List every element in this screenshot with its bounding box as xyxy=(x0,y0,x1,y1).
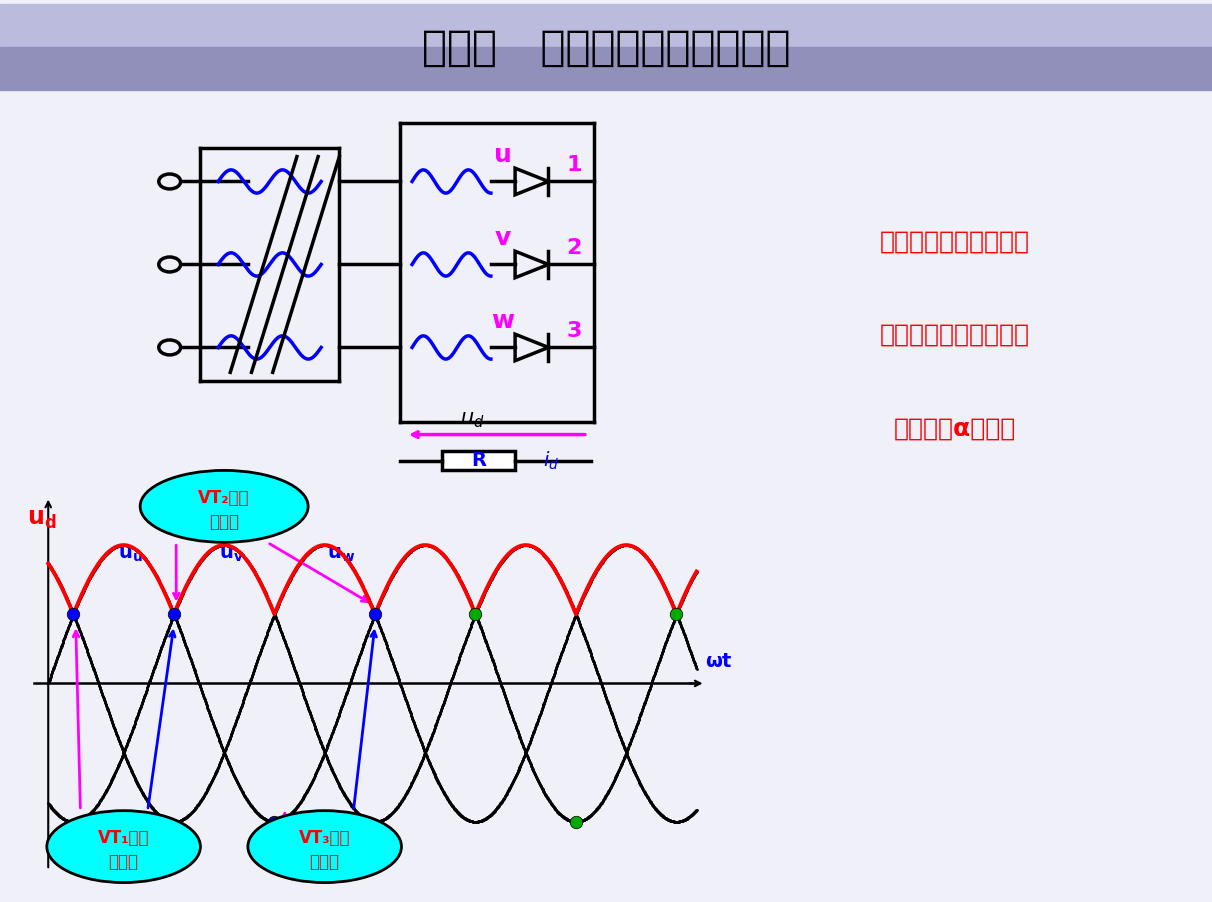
Text: 2: 2 xyxy=(567,238,582,258)
Text: VT₁控制: VT₁控制 xyxy=(98,829,149,847)
Text: $\mathbf{u_u}$: $\mathbf{u_u}$ xyxy=(118,545,143,565)
Text: 1: 1 xyxy=(567,155,582,175)
Bar xyxy=(0,47,1212,90)
Text: VT₂控制: VT₂控制 xyxy=(199,489,250,507)
Ellipse shape xyxy=(47,811,200,882)
Text: v: v xyxy=(494,226,511,250)
Text: 角起点: 角起点 xyxy=(210,512,239,530)
Text: $i_d$: $i_d$ xyxy=(543,449,560,472)
Text: R: R xyxy=(471,451,486,470)
Text: 路控制角α的起点: 路控制角α的起点 xyxy=(893,416,1016,440)
Text: 不可控整流电路的自然: 不可控整流电路的自然 xyxy=(880,229,1029,253)
Text: $\mathbf{u_v}$: $\mathbf{u_v}$ xyxy=(218,545,244,565)
Text: 换相点就是可控整流电: 换相点就是可控整流电 xyxy=(880,323,1029,346)
Ellipse shape xyxy=(248,811,401,882)
Text: $\mathbf{\omega t}$: $\mathbf{\omega t}$ xyxy=(705,652,733,671)
Text: VT₃控制: VT₃控制 xyxy=(299,829,350,847)
Text: $\mathbf{u_d}$: $\mathbf{u_d}$ xyxy=(27,507,56,530)
Text: 角起点: 角起点 xyxy=(109,852,138,870)
Text: 角起点: 角起点 xyxy=(309,852,339,870)
Text: w: w xyxy=(491,308,515,333)
Bar xyxy=(0,5,1212,47)
Text: 第一节   三相半波可控整流电路: 第一节 三相半波可控整流电路 xyxy=(422,26,790,69)
Ellipse shape xyxy=(141,471,308,542)
Text: u: u xyxy=(494,143,511,167)
Text: $\mathbf{u_w}$: $\mathbf{u_w}$ xyxy=(326,545,355,565)
Text: $u_d$: $u_d$ xyxy=(461,410,485,430)
FancyBboxPatch shape xyxy=(442,451,515,470)
Text: 3: 3 xyxy=(567,321,582,341)
